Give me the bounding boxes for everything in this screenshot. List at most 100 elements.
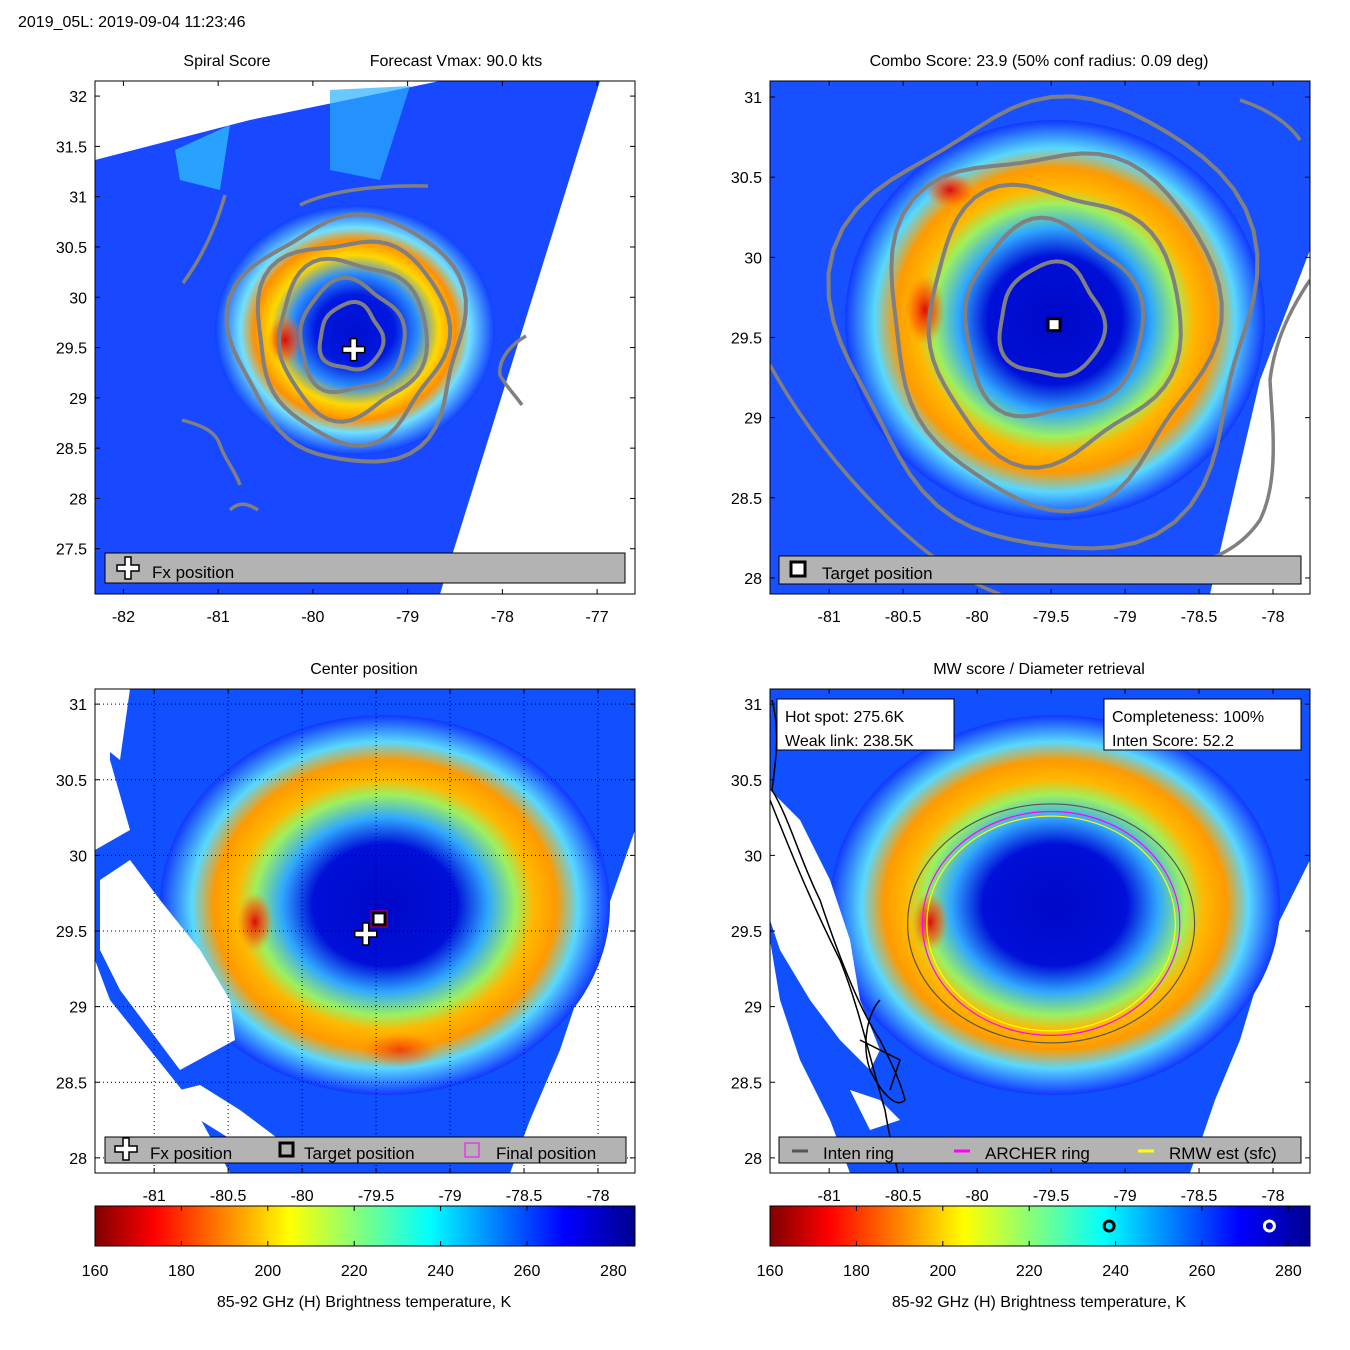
brightness-temperature-field — [160, 715, 610, 1095]
y-tick-label: 32 — [69, 89, 87, 106]
center-legend — [104, 1136, 627, 1164]
y-tick-label: 29 — [744, 1000, 762, 1017]
colorbar-tick-label: 180 — [843, 1263, 870, 1280]
ring-rmw-est-sfc — [926, 815, 1176, 1032]
mw-title: MW score / Diameter retrieval — [933, 661, 1145, 678]
x-tick-label: -79 — [439, 1188, 462, 1205]
y-tick-label: 29.5 — [731, 924, 762, 941]
x-tick-label: -81 — [143, 1188, 166, 1205]
colorbar-left-label: 85-92 GHz (H) Brightness temperature, K — [217, 1294, 512, 1311]
y-tick-label: 30.5 — [731, 773, 762, 790]
y-tick-label: 31 — [69, 190, 87, 207]
panel-combo-score: Combo Score: 23.9 (50% conf radius: 0.09… — [731, 53, 1311, 626]
y-tick-label: 29 — [69, 391, 87, 408]
x-tick-label: -77 — [586, 609, 609, 626]
panel-spiral-score: Spiral Score Forecast Vmax: 90.0 kts -82… — [56, 53, 636, 626]
grid-lines — [95, 689, 635, 1173]
hot-spot-text: Hot spot: 275.6K — [785, 709, 905, 726]
colorbar-value-marker — [1262, 1219, 1276, 1233]
colorbar-tick-label: 240 — [427, 1263, 454, 1280]
y-tick-label: 28.5 — [56, 1075, 87, 1092]
combo-contours — [826, 94, 1260, 551]
colorbar-tick-label: 180 — [168, 1263, 195, 1280]
ring-archer-ring — [921, 810, 1181, 1036]
colorbar-right: 160 180 200 220 240 260 280 85-92 GHz (H) Brig… — [757, 1205, 1311, 1311]
completeness-text: Completeness: 100% — [1112, 709, 1264, 726]
x-tick-label: -81 — [818, 609, 841, 626]
x-tick-label: -78 — [1261, 609, 1284, 626]
final-position-marker — [370, 910, 388, 928]
x-tick-label: -80 — [291, 1188, 314, 1205]
spiral-score-field — [215, 205, 495, 455]
missing-data — [95, 689, 280, 1145]
y-tick-label: 28 — [69, 1151, 87, 1168]
target-square-icon — [789, 560, 807, 578]
center-markers — [353, 910, 388, 946]
spiral-title: Spiral Score — [183, 53, 270, 70]
y-tick-label: 29.5 — [731, 331, 762, 348]
x-tick-label: -80.5 — [210, 1188, 247, 1205]
colorbar-tick-label: 200 — [929, 1263, 956, 1280]
colorbar-left: 160 180 200 220 240 260 280 85-92 GHz (H) Brig… — [82, 1205, 636, 1311]
combo-markers — [1046, 317, 1062, 333]
x-tick-label: -78.5 — [1181, 609, 1218, 626]
x-tick-label: -79 — [1114, 609, 1137, 626]
y-tick-label: 31 — [744, 697, 762, 714]
x-tick-label: -82 — [112, 609, 135, 626]
x-tick-label: -78.5 — [1181, 1188, 1218, 1205]
y-tick-label: 28 — [744, 1151, 762, 1168]
y-tick-label: 28.5 — [731, 1075, 762, 1092]
x-tick-label: -78 — [1261, 1188, 1284, 1205]
spiral-markers — [341, 337, 366, 362]
colorbar-tick-label: 280 — [600, 1263, 627, 1280]
colorbar-right-gradient — [769, 1205, 1311, 1247]
x-tick-label: -80.5 — [885, 609, 922, 626]
fx-plus-icon — [114, 1137, 138, 1161]
spiral-axes: -82 -81 -80 -79 -78 -77 27.5 28 28.5 29 29.5 30 30.5… — [56, 81, 635, 626]
colorbar-left-gradient — [94, 1205, 636, 1247]
score-contour — [826, 94, 1260, 551]
x-tick-label: -78 — [491, 609, 514, 626]
ring-inten-ring — [906, 803, 1196, 1044]
brightness-temperature-field — [830, 715, 1280, 1095]
score-contour — [962, 215, 1146, 419]
y-tick-label: 30 — [69, 848, 87, 865]
hotspot-info-box — [776, 698, 955, 751]
y-tick-label: 30 — [744, 250, 762, 267]
score-contour — [224, 212, 468, 464]
y-tick-label: 29.5 — [56, 341, 87, 358]
target-position-marker — [1046, 317, 1062, 333]
colorbar-tick-label: 280 — [1275, 1263, 1302, 1280]
score-contour — [889, 151, 1224, 514]
score-contour — [926, 182, 1183, 470]
center-legend-fx: Fx position — [150, 1144, 232, 1163]
panel-center-position: Center position -81 -80.5 -80 -79.5 -79 -78.5… — [56, 661, 636, 1205]
colorbar-tick-label: 200 — [254, 1263, 281, 1280]
y-tick-label: 28 — [744, 571, 762, 588]
y-tick-label: 28.5 — [731, 491, 762, 508]
mw-legend — [778, 1136, 1302, 1164]
mw-legend-inten: Inten ring — [823, 1144, 894, 1163]
x-tick-label: -80 — [966, 1188, 989, 1205]
target-square-icon — [278, 1141, 295, 1158]
x-tick-label: -79.5 — [358, 1188, 395, 1205]
y-tick-label: 30.5 — [56, 773, 87, 790]
combo-title: Combo Score: 23.9 (50% conf radius: 0.09… — [870, 53, 1209, 70]
page-title: 2019_05L: 2019-09-04 11:23:46 — [18, 14, 246, 31]
y-tick-label: 31 — [744, 90, 762, 107]
colorbar-tick-label: 160 — [757, 1263, 784, 1280]
colorbar-tick-label: 240 — [1102, 1263, 1129, 1280]
mw-axes: -81 -80.5 -80 -79.5 -79 -78.5 -78 28 28.5 29 29.5 3… — [731, 689, 1310, 1205]
score-contour — [317, 299, 386, 372]
y-tick-label: 30.5 — [731, 170, 762, 187]
colorbar-tick-label: 220 — [341, 1263, 368, 1280]
x-tick-label: -78.5 — [506, 1188, 543, 1205]
panel-mw-score: MW score / Diameter retrieval -81 -80.5 -8… — [731, 661, 1311, 1205]
y-tick-label: 30 — [69, 290, 87, 307]
score-contour — [276, 256, 430, 424]
fx-position-marker — [341, 337, 366, 362]
score-contour — [255, 239, 453, 448]
target-position-marker — [371, 911, 387, 927]
y-tick-label: 31 — [69, 697, 87, 714]
